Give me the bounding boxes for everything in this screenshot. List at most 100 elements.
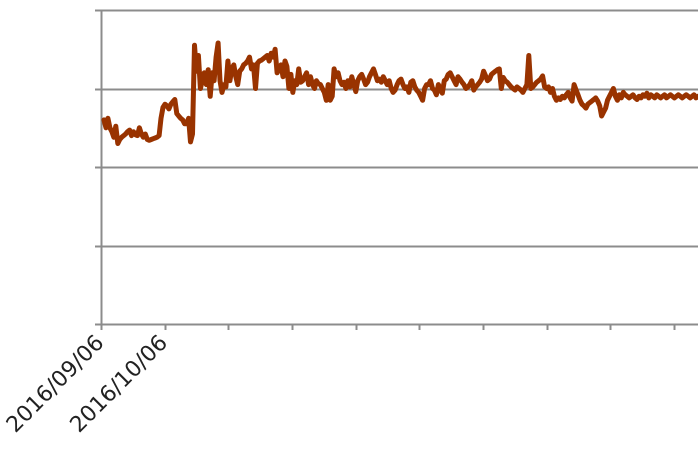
data-point (472, 89, 475, 92)
data-point (411, 79, 414, 82)
data-point (596, 100, 599, 103)
data-point (226, 60, 229, 63)
data-point (199, 87, 202, 90)
data-point (327, 83, 330, 86)
data-point (541, 74, 544, 77)
data-point (663, 93, 666, 96)
data-point (382, 75, 385, 78)
data-point (539, 78, 542, 81)
data-point (457, 75, 460, 78)
data-point (594, 96, 597, 99)
data-point (553, 95, 556, 98)
data-point (124, 133, 127, 136)
data-point (478, 81, 481, 84)
data-point (128, 129, 131, 132)
data-point (171, 100, 174, 103)
data-point (502, 76, 505, 79)
data-point (313, 87, 316, 90)
data-point (474, 85, 477, 88)
data-point (388, 79, 391, 82)
data-point (437, 83, 440, 86)
data-point (268, 60, 271, 63)
data-point (287, 87, 290, 90)
data-point (573, 83, 576, 86)
data-point (331, 95, 334, 98)
data-point (449, 71, 452, 74)
data-point (600, 115, 603, 118)
data-point (500, 87, 503, 90)
data-point (282, 75, 285, 78)
data-point (525, 83, 528, 86)
data-point (311, 83, 314, 86)
data-point (468, 83, 471, 86)
data-point (238, 70, 241, 73)
data-point (248, 56, 251, 59)
data-point (278, 67, 281, 70)
data-point (419, 95, 422, 98)
data-point (394, 89, 397, 92)
data-point (213, 79, 216, 82)
data-point (289, 73, 292, 76)
data-point (441, 92, 444, 95)
data-point (354, 90, 357, 93)
data-point (209, 95, 212, 98)
data-point (136, 134, 139, 137)
data-point (114, 125, 117, 128)
data-point (506, 81, 509, 84)
data-point (270, 52, 273, 55)
gridlines (95, 9, 698, 248)
data-point (567, 91, 570, 94)
data-point (162, 106, 165, 109)
data-point (295, 83, 298, 86)
data-point (217, 42, 220, 45)
data-point (533, 83, 536, 86)
data-point (378, 78, 381, 81)
data-point (305, 71, 308, 74)
data-point (439, 89, 442, 92)
data-point (604, 107, 607, 110)
data-point (470, 79, 473, 82)
data-point (276, 71, 279, 74)
data-point (606, 99, 609, 102)
data-point (498, 67, 501, 70)
data-point (140, 133, 143, 136)
data-point (384, 79, 387, 82)
data-point (285, 65, 288, 68)
series-line-1 (101, 40, 698, 146)
data-point (429, 79, 432, 82)
data-point (435, 93, 438, 96)
data-point (569, 96, 572, 99)
data-point (291, 91, 294, 94)
data-point (118, 138, 121, 141)
data-point (221, 91, 224, 94)
data-point (563, 96, 566, 99)
data-point (232, 63, 235, 66)
data-point (195, 70, 198, 73)
data-point (103, 118, 106, 121)
data-point (451, 75, 454, 78)
axes (95, 10, 698, 330)
data-point (309, 75, 312, 78)
data-point (177, 115, 180, 118)
data-point (325, 99, 328, 102)
data-point (144, 133, 147, 136)
data-point (323, 91, 326, 94)
data-point (508, 83, 511, 86)
data-point (203, 71, 206, 74)
data-point (266, 54, 269, 57)
data-point (158, 134, 161, 137)
data-point (246, 60, 249, 63)
data-point (466, 85, 469, 88)
data-point (130, 134, 133, 137)
data-point (577, 93, 580, 96)
data-point (423, 87, 426, 90)
data-point (193, 44, 196, 47)
data-point (636, 98, 639, 101)
data-point (520, 89, 523, 92)
data-point (356, 79, 359, 82)
data-point (445, 78, 448, 81)
data-point (653, 96, 656, 99)
data-point (329, 99, 332, 102)
data-point (160, 117, 163, 120)
